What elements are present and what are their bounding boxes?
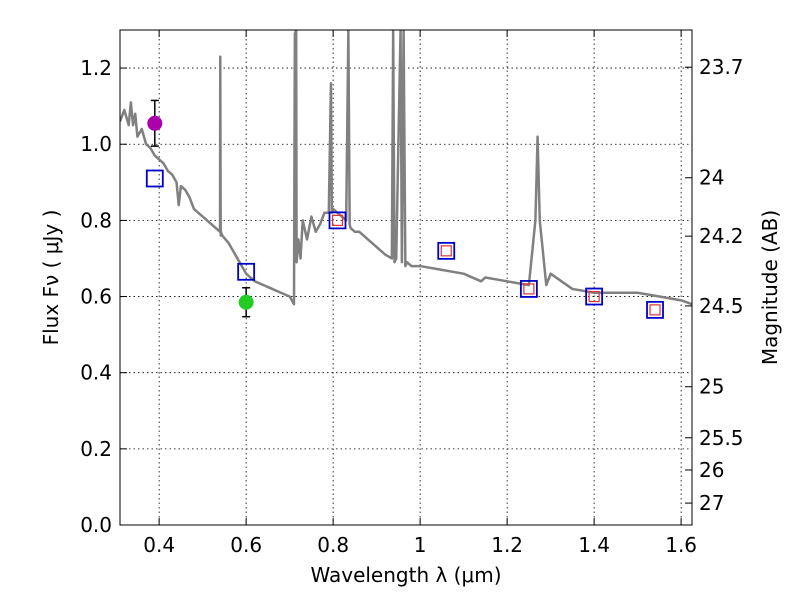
ticks: 0.4 0.6 0.8 1 1.2 1.4 1.6 0.0 0.2 0.4 0.6 0.8 1.0 1.2… [80, 30, 744, 557]
model-photometry-square [646, 300, 664, 319]
x-tick-label: 0.8 [317, 533, 349, 557]
x-tick-label: 1.2 [491, 533, 523, 557]
y-tick-label: 1.2 [80, 56, 112, 80]
mag-tick-label: 24 [699, 166, 724, 190]
model-photometry-square [328, 211, 347, 230]
detection-point [238, 294, 254, 310]
observed-photometry-square [440, 245, 452, 257]
sed-model-line [120, 30, 692, 306]
x-tick-label: 0.6 [230, 533, 262, 557]
detection-point [147, 115, 163, 131]
mag-tick-label: 25 [699, 375, 724, 399]
plot-frame [119, 29, 693, 526]
x-tick-label: 1 [414, 533, 427, 557]
mag-tick-label: 23.7 [699, 55, 744, 79]
mag-tick-label: 25.5 [699, 426, 744, 450]
x-tick-label: 1.4 [578, 533, 610, 557]
y-tick-label: 1.0 [80, 132, 112, 156]
mag-tick-label: 27 [699, 491, 724, 515]
observed-photometry-square [649, 304, 661, 316]
mag-tick-label: 24.2 [699, 224, 744, 248]
observed-photometry-square [588, 290, 600, 303]
mag-tick-label: 24.5 [699, 294, 744, 318]
x-axis-label: Wavelength λ (μm) [310, 563, 501, 587]
model-photometry-square [437, 241, 456, 260]
y-tick-label: 0.2 [80, 437, 112, 461]
grid [120, 30, 692, 526]
y-tick-label: 0.8 [80, 208, 112, 232]
y-axis-label: Flux Fν ( μJy ) [39, 210, 63, 346]
model-photometry-square [237, 262, 256, 281]
model-photometry-square [145, 169, 164, 188]
model-photometry-square [585, 287, 604, 306]
observed-photometry-square [331, 214, 344, 226]
model-photometry-square [519, 280, 538, 298]
x-tick-label: 0.4 [143, 533, 175, 557]
observed-photometry-square [523, 283, 535, 295]
y-tick-label: 0.6 [80, 285, 112, 309]
y-tick-label: 0.4 [80, 361, 112, 385]
y-tick-label: 0.0 [80, 513, 112, 537]
x-tick-label: 1.6 [665, 533, 697, 557]
right-axis-label: Magnitude (AB) [758, 210, 782, 365]
mag-tick-label: 26 [699, 458, 724, 482]
series-layer [120, 30, 692, 319]
